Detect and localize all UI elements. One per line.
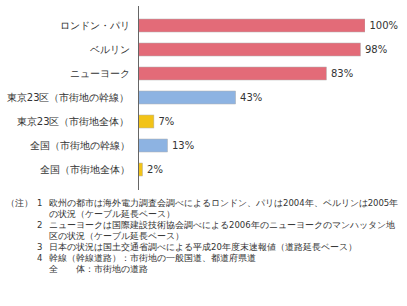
html-text:全 体：市街地の道路: 全 体：市街地の道路 (49, 264, 148, 274)
svg-text:全国（市街地全体）: 全国（市街地全体） (40, 164, 130, 175)
svg-text:東京23区（市街地の幹線）: 東京23区（市街地の幹線） (7, 92, 130, 103)
svg-text:98%: 98% (365, 44, 387, 55)
html-text:2: 2 (37, 220, 43, 230)
svg-text:83%: 83% (331, 68, 353, 79)
html-text:（注）: （注） (6, 198, 33, 208)
html-text:4: 4 (37, 253, 43, 263)
svg-text:100%: 100% (370, 20, 399, 31)
svg-text:全国（市街地の幹線）: 全国（市街地の幹線） (30, 140, 130, 151)
html-text:欧州の都市は海外電力調査会調べによるロンドン、パリは2004: 欧州の都市は海外電力調査会調べによるロンドン、パリは2004年、ベルリンは200… (49, 198, 399, 219)
svg-text:2%: 2% (147, 164, 163, 175)
html-text:幹線（幹線道路）：市街地の一般国道、都道府県道: 幹線（幹線道路）：市街地の一般国道、都道府県道 (49, 253, 256, 263)
html-text:ニューヨークは国際建設技術協会調べによる2006年のニューヨ: ニューヨークは国際建設技術協会調べによる2006年のニューヨークのマンハッタン地… (49, 220, 395, 241)
svg-text:ニューヨーク: ニューヨーク (70, 68, 130, 79)
html-text:日本の状況は国土交通省調べによる平成20年度末速報値（道路延: 日本の状況は国土交通省調べによる平成20年度末速報値（道路延長ベース） (49, 242, 357, 252)
svg-text:13%: 13% (172, 140, 194, 151)
html-text:1: 1 (37, 198, 43, 208)
svg-text:ロンドン・パリ: ロンドン・パリ (60, 20, 130, 31)
svg-text:7%: 7% (158, 116, 174, 127)
svg-text:43%: 43% (240, 92, 262, 103)
svg-text:ベルリン: ベルリン (90, 44, 130, 55)
svg-text:東京23区（市街地全体）: 東京23区（市街地全体） (17, 116, 130, 127)
html-text:3: 3 (37, 242, 43, 252)
